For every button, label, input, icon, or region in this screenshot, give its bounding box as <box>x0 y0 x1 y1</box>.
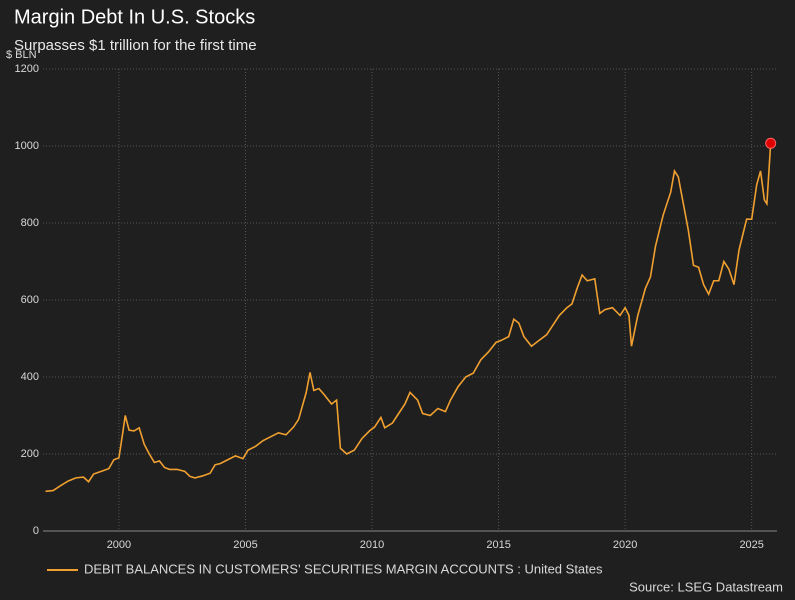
source: Source: LSEG Datastream <box>629 579 783 594</box>
x-tick-label: 2000 <box>107 539 131 551</box>
legend-label: DEBIT BALANCES IN CUSTOMERS' SECURITIES … <box>84 561 603 576</box>
y-tick-label: 200 <box>21 448 39 460</box>
x-tick-label: 2020 <box>613 539 637 551</box>
x-tick-label: 2015 <box>486 539 510 551</box>
data-line <box>45 143 772 493</box>
y-tick-label: 600 <box>21 294 39 306</box>
x-tick-label: 2005 <box>233 539 257 551</box>
y-tick-label: 1000 <box>15 140 39 152</box>
y-tick-label: 1200 <box>15 63 39 75</box>
x-tick-label: 2010 <box>360 539 384 551</box>
chart-subtitle: Surpasses $1 trillion for the first time <box>14 37 257 54</box>
y-tick-label: 0 <box>33 525 39 537</box>
chart-title: Margin Debt In U.S. Stocks <box>14 6 255 28</box>
end-marker <box>765 137 777 149</box>
y-tick-label: 800 <box>21 217 39 229</box>
x-tick-label: 2025 <box>739 539 763 551</box>
y-tick-label: 400 <box>21 371 39 383</box>
y-axis-label: $ BLN <box>6 49 37 61</box>
